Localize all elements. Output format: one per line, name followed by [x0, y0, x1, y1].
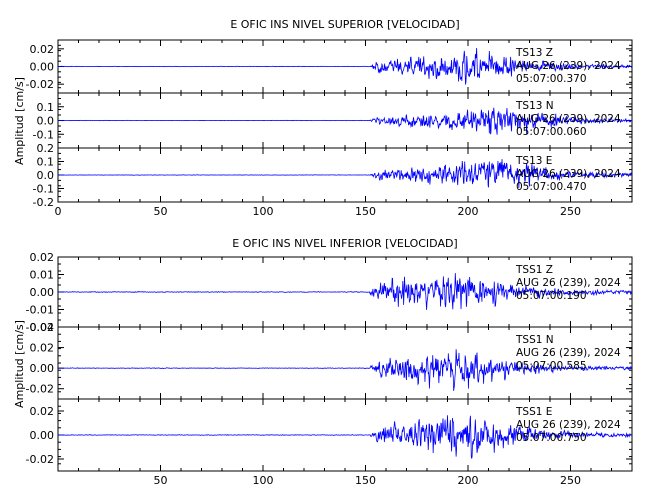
y-tick-label: 0.04: [30, 321, 55, 334]
y-tick-label: -0.1: [33, 128, 54, 141]
waveform-trace: [57, 349, 633, 391]
y-tick-label: -0.02: [26, 321, 54, 334]
trace-annotation: AUG 26 (239), 2024: [516, 113, 621, 125]
x-tick-label: 50: [154, 205, 168, 218]
trace-annotation: AUG 26 (239), 2024: [516, 60, 621, 72]
trace-annotation: TSS1 N: [515, 334, 554, 346]
trace-annotation: AUG 26 (239), 2024: [516, 419, 621, 431]
y-tick-label: -0.02: [26, 383, 54, 396]
y-tick-label: 0.2: [37, 142, 55, 155]
y-tick-label: 0.1: [37, 156, 55, 169]
trace-annotation: AUG 26 (239), 2024: [516, 168, 621, 180]
y-tick-label: -0.02: [26, 453, 54, 466]
x-tick-label: 250: [560, 205, 581, 218]
y-tick-label: -0.1: [33, 183, 54, 196]
trace-annotation: 05:07:00.585: [516, 360, 587, 372]
trace-annotation: 05:07:00.470: [516, 181, 587, 193]
trace-annotation: 05:07:00.370: [516, 73, 587, 85]
waveform-trace: [57, 159, 633, 188]
y-axis-label: Amplitud [cm/s]: [13, 320, 26, 408]
y-tick-label: 0.00: [30, 429, 55, 442]
y-tick-label: 0.02: [30, 405, 55, 418]
waveform-trace: [57, 48, 633, 85]
trace-annotation: AUG 26 (239), 2024: [516, 277, 621, 289]
chart-title: E OFIC INS NIVEL SUPERIOR [VELOCIDAD]: [230, 18, 459, 31]
trace-annotation: TS13 N: [515, 100, 554, 112]
chart-title: E OFIC INS NIVEL INFERIOR [VELOCIDAD]: [232, 237, 457, 250]
trace-annotation: 05:07:00.060: [516, 126, 587, 138]
x-tick-label: 200: [458, 205, 479, 218]
x-tick-label: 100: [253, 205, 274, 218]
x-tick-label: 250: [560, 474, 581, 487]
y-tick-label: 0.0: [37, 115, 55, 128]
y-tick-label: -0.2: [33, 196, 54, 209]
trace-annotation: 05:07:00.190: [516, 290, 587, 302]
trace-annotation: TSS1 Z: [515, 264, 553, 276]
waveform-trace: [57, 107, 633, 135]
x-tick-label: 50: [154, 474, 168, 487]
trace-annotation: AUG 26 (239), 2024: [516, 347, 621, 359]
x-tick-label: 200: [458, 474, 479, 487]
y-tick-label: 0.01: [30, 269, 55, 282]
y-tick-label: 0.02: [30, 342, 55, 355]
y-tick-label: -0.02: [26, 78, 54, 91]
y-tick-label: 0.02: [30, 43, 55, 56]
y-tick-label: 0.00: [30, 61, 55, 74]
waveform-trace: [57, 273, 633, 310]
y-tick-label: 0.02: [30, 251, 55, 264]
y-tick-label: 0.0: [37, 169, 55, 182]
trace-annotation: TS13 E: [515, 155, 552, 167]
y-tick-label: 0.00: [30, 286, 55, 299]
x-tick-label: 0: [55, 205, 62, 218]
x-tick-label: 100: [253, 474, 274, 487]
trace-annotation: TSS1 E: [515, 406, 552, 418]
y-tick-label: 0.00: [30, 362, 55, 375]
x-tick-label: 150: [355, 205, 376, 218]
trace-annotation: TS13 Z: [515, 47, 553, 59]
trace-annotation: 05:07:00.750: [516, 432, 587, 444]
y-tick-label: 0.1: [37, 101, 55, 114]
y-tick-label: -0.01: [26, 304, 54, 317]
waveform-trace: [57, 415, 633, 459]
x-tick-label: 150: [355, 474, 376, 487]
y-axis-label: Amplitud [cm/s]: [13, 77, 26, 165]
